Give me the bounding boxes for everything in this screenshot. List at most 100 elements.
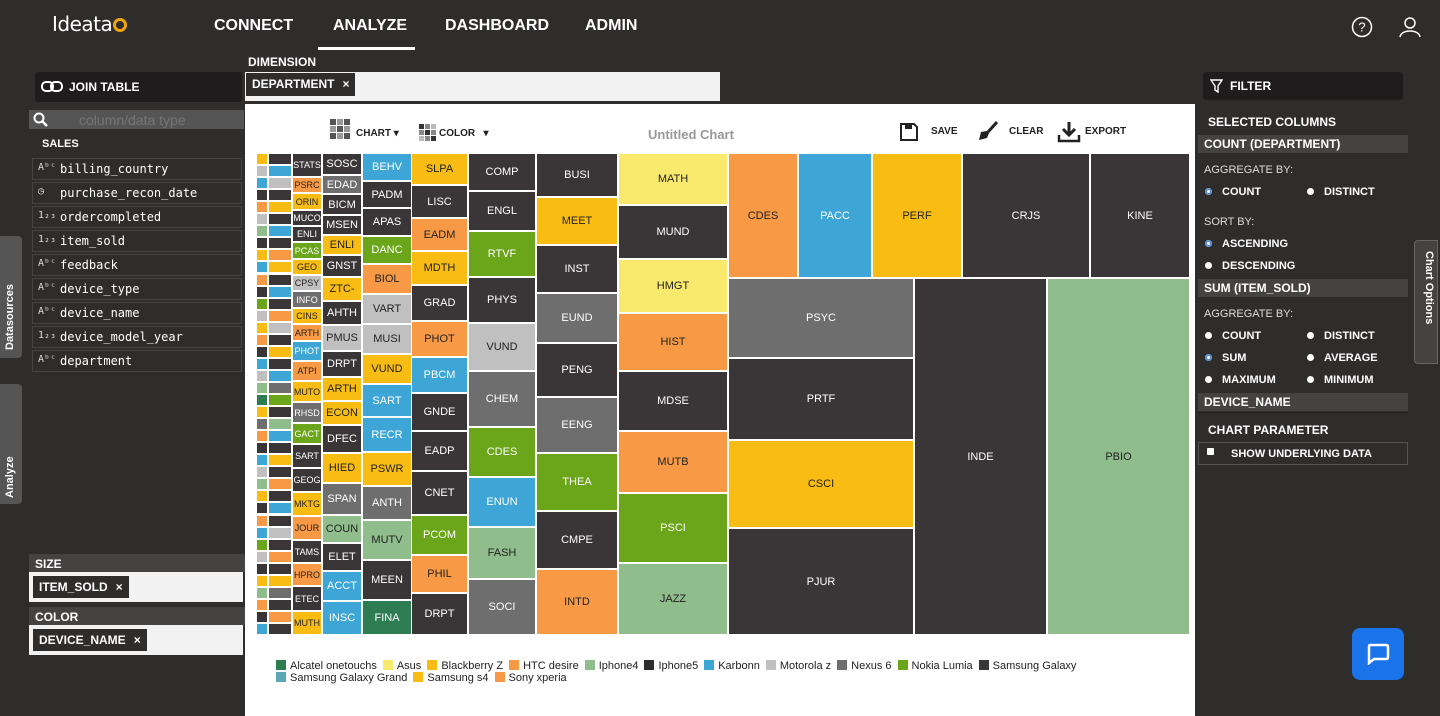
treemap-tile[interactable]: PADM — [362, 181, 412, 208]
treemap-tile[interactable]: JOUR — [292, 516, 322, 540]
treemap-tile[interactable]: ZTC- — [322, 277, 362, 301]
treemap-tile[interactable]: GNDE — [411, 393, 468, 431]
field-device-type[interactable]: Aᵇᶜ device_type — [32, 278, 242, 300]
treemap-tile[interactable]: DFEC — [322, 425, 362, 453]
treemap-tile-small[interactable] — [268, 177, 292, 190]
treemap-tile[interactable]: CSCI — [728, 440, 914, 528]
treemap-tile-small[interactable] — [256, 333, 268, 346]
field-department[interactable]: Aᵇᶜ department — [32, 350, 242, 372]
treemap-tile[interactable]: MEEN — [362, 560, 412, 600]
treemap-tile-small[interactable] — [268, 622, 292, 635]
nav-admin[interactable]: ADMIN — [585, 17, 638, 34]
treemap-tile-small[interactable] — [268, 514, 292, 527]
chart-dropdown[interactable]: CHART ▾ — [356, 128, 399, 139]
treemap-tile[interactable]: GEOG — [292, 468, 322, 492]
treemap-tile-small[interactable] — [256, 381, 268, 394]
treemap-tile-small[interactable] — [268, 213, 292, 226]
treemap-tile[interactable]: FINA — [362, 600, 412, 635]
analyze-tab[interactable]: Analyze — [0, 384, 22, 504]
treemap-tile-small[interactable] — [268, 309, 292, 322]
minimum-radio[interactable]: MINIMUM — [1307, 374, 1374, 386]
filter-button[interactable]: FILTER — [1203, 72, 1403, 100]
treemap-tile-small[interactable] — [268, 165, 292, 178]
treemap-tile[interactable]: ANTH — [362, 486, 412, 520]
treemap-tile[interactable]: VUND — [468, 323, 536, 371]
treemap-tile[interactable]: CMPE — [536, 511, 618, 569]
treemap-tile-small[interactable] — [256, 153, 268, 166]
color-chip[interactable]: DEVICE_NAME × — [33, 629, 147, 651]
treemap-tile-small[interactable] — [256, 442, 268, 455]
treemap-tile-small[interactable] — [268, 466, 292, 479]
treemap-tile-small[interactable] — [268, 333, 292, 346]
treemap-tile[interactable]: AHTH — [322, 301, 362, 325]
legend-item[interactable]: Iphone4 — [584, 660, 638, 672]
treemap-tile[interactable]: INSC — [322, 601, 362, 635]
chart-type-icon[interactable] — [330, 119, 352, 141]
treemap-tile-small[interactable] — [268, 502, 292, 515]
treemap-tile[interactable]: BIOL — [362, 264, 412, 294]
treemap-tile-small[interactable] — [268, 357, 292, 370]
treemap-tile-small[interactable] — [256, 345, 268, 358]
legend-item[interactable]: Samsung Galaxy Grand — [276, 672, 407, 684]
treemap-tile-small[interactable] — [268, 526, 292, 539]
treemap-tile-small[interactable] — [256, 418, 268, 431]
treemap-tile-small[interactable] — [268, 598, 292, 611]
treemap-tile[interactable]: PRTF — [728, 358, 914, 440]
checkbox-icon[interactable] — [1207, 448, 1214, 455]
treemap-tile[interactable]: SOSC — [322, 153, 362, 175]
treemap-tile[interactable]: CDES — [468, 427, 536, 477]
treemap-tile[interactable]: INDE — [914, 278, 1047, 635]
user-icon[interactable] — [1399, 16, 1421, 38]
treemap-tile[interactable]: INFO — [292, 291, 322, 308]
treemap-tile[interactable]: MUTV — [362, 520, 412, 560]
treemap-tile[interactable]: VUND — [362, 354, 412, 384]
count-department-header[interactable]: COUNT (DEPARTMENT) — [1198, 135, 1408, 153]
treemap-tile[interactable]: SPAN — [322, 483, 362, 515]
treemap-tile-small[interactable] — [268, 610, 292, 623]
treemap-tile-small[interactable] — [268, 586, 292, 599]
treemap-tile-small[interactable] — [256, 586, 268, 599]
field-purchase-recon-date[interactable]: ◷ purchase_recon_date — [32, 182, 242, 204]
nav-analyze[interactable]: ANALYZE — [333, 17, 408, 34]
color-palette-icon[interactable] — [419, 124, 437, 142]
datasources-tab[interactable]: Datasources — [0, 236, 22, 358]
treemap-tile-small[interactable] — [256, 454, 268, 467]
color-dropzone[interactable]: DEVICE_NAME × — [29, 625, 243, 655]
treemap-tile[interactable]: PCAS — [292, 242, 322, 259]
treemap-tile-small[interactable] — [256, 297, 268, 310]
treemap-tile-small[interactable] — [268, 297, 292, 310]
distinct-radio-2[interactable]: DISTINCT — [1307, 330, 1375, 342]
treemap-tile[interactable]: CRJS — [962, 153, 1090, 278]
treemap-tile-small[interactable] — [256, 165, 268, 178]
descending-radio[interactable]: DESCENDING — [1205, 260, 1295, 272]
treemap-tile[interactable]: PMUS — [322, 325, 362, 351]
treemap-tile[interactable]: HIED — [322, 453, 362, 483]
treemap-tile-small[interactable] — [268, 418, 292, 431]
treemap-tile-small[interactable] — [268, 478, 292, 491]
field-ordercompleted[interactable]: 1₂₃ ordercompleted — [32, 206, 242, 228]
treemap-tile-small[interactable] — [256, 490, 268, 503]
legend-item[interactable]: Iphone5 — [644, 660, 698, 672]
treemap-tile[interactable]: DRPT — [322, 351, 362, 377]
treemap-tile[interactable]: FASH — [468, 527, 536, 579]
treemap-tile-small[interactable] — [268, 550, 292, 563]
treemap-tile[interactable]: PSCI — [618, 493, 728, 563]
treemap-tile-small[interactable] — [256, 574, 268, 587]
treemap-tile[interactable]: HPRO — [292, 563, 322, 586]
treemap-tile-small[interactable] — [268, 574, 292, 587]
treemap-tile-small[interactable] — [256, 514, 268, 527]
sum-item-sold-header[interactable]: SUM (ITEM_SOLD) — [1198, 279, 1408, 297]
nav-connect[interactable]: CONNECT — [214, 17, 294, 34]
size-chip[interactable]: ITEM_SOLD × — [33, 576, 129, 598]
treemap-tile[interactable]: ENUN — [468, 477, 536, 527]
treemap-tile-small[interactable] — [256, 189, 268, 202]
treemap-tile[interactable]: MUTH — [292, 611, 322, 635]
treemap-tile-small[interactable] — [268, 538, 292, 551]
treemap-tile[interactable]: GACT — [292, 423, 322, 444]
treemap-tile[interactable]: ETEC — [292, 586, 322, 611]
treemap-tile[interactable]: COMP — [468, 153, 536, 191]
field-billing-country[interactable]: Aᵇᶜ billing_country — [32, 158, 242, 180]
legend-item[interactable]: Blackberry Z — [427, 660, 503, 672]
field-feedback[interactable]: Aᵇᶜ feedback — [32, 254, 242, 276]
treemap-tile[interactable]: KINE — [1090, 153, 1190, 278]
